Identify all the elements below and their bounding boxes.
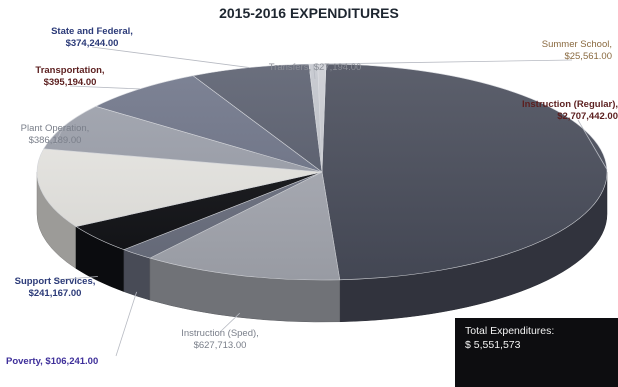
leader-line [54, 126, 64, 145]
slice-label-value: $395,194.00 [44, 77, 97, 88]
slice-label-value: $627,713.00 [194, 340, 247, 351]
slice-label-name: State and Federal, [51, 26, 133, 37]
total-label: Total Expenditures: [465, 325, 555, 337]
leader-line [312, 64, 316, 80]
slice-label: Transfers, $27,194.00 [269, 62, 362, 73]
slice-label-value: $386,189.00 [29, 135, 82, 146]
leader-line [577, 119, 608, 170]
leader-line [54, 276, 98, 281]
slice-label-name: Summer School, [542, 39, 612, 50]
slice-label-value: $25,561.00 [564, 51, 612, 62]
slice-label-value: $374,244.00 [66, 38, 119, 49]
total-value: $ 5,551,573 [465, 339, 521, 351]
slice-label-value: $241,167.00 [29, 288, 82, 299]
slice-label-name: Instruction (Regular), [522, 99, 618, 110]
leader-line [69, 85, 140, 90]
slice-label: Poverty, $106,241.00 [6, 356, 98, 367]
total-expenditures-box: Total Expenditures: $ 5,551,573 [455, 318, 618, 387]
pie-sheen [37, 64, 607, 280]
slice-label-name: Support Services, [15, 276, 96, 287]
slice-label-name: Transportation, [35, 65, 104, 76]
slice-label-name: Plant Operation, [21, 123, 90, 134]
leader-line [219, 312, 241, 333]
slice-label-value: $2,707,442.00 [557, 111, 618, 122]
leader-line [115, 291, 137, 357]
leader-line [321, 59, 573, 65]
slice-label-name: Instruction (Sped), [181, 328, 259, 339]
leader-line [91, 46, 250, 68]
chart-title: 2015-2016 EXPENDITURES [219, 5, 399, 21]
